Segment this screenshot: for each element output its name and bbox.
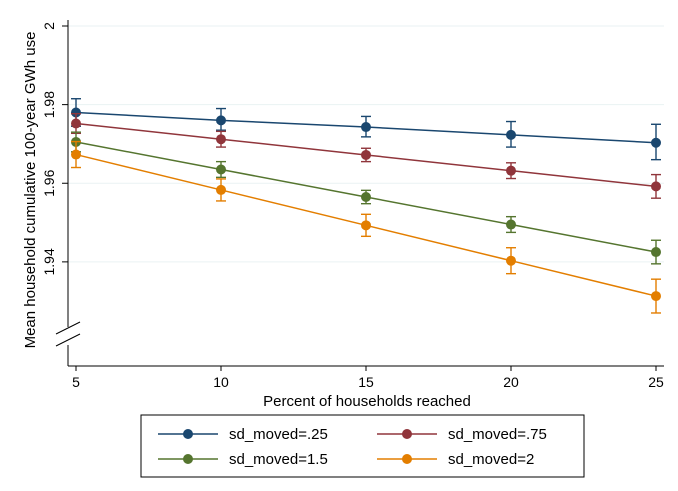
series-3 (71, 131, 661, 265)
data-point (506, 129, 516, 140)
legend-item: sd_moved=1.5 (158, 451, 328, 468)
legend-label: sd_moved=2 (448, 451, 534, 468)
data-point (361, 220, 371, 231)
legend-item: sd_moved=.75 (377, 426, 547, 443)
x-tick-label: 15 (358, 374, 374, 390)
legend-item: sd_moved=2 (377, 451, 534, 468)
legend-label: sd_moved=.25 (229, 426, 328, 443)
legend-item: sd_moved=.25 (158, 426, 328, 443)
legend: sd_moved=.25 sd_moved=.75 sd_moved=1.5 sd_m… (140, 414, 585, 478)
data-point (361, 122, 371, 133)
data-point (71, 118, 81, 129)
data-point (651, 247, 661, 258)
legend-box (140, 414, 585, 478)
data-point (506, 255, 516, 266)
y-tick-label: 1.98 (41, 91, 57, 118)
data-point (361, 192, 371, 203)
legend-marker (402, 429, 412, 439)
x-tick-label: 20 (503, 374, 519, 390)
data-point (216, 164, 226, 175)
data-point (506, 165, 516, 176)
series (71, 98, 661, 314)
data-point (216, 115, 226, 126)
data-point (216, 134, 226, 145)
legend-label: sd_moved=1.5 (229, 451, 328, 468)
data-point (361, 149, 371, 160)
x-axis-title: Percent of households reached (263, 393, 471, 410)
data-point (651, 291, 661, 302)
legend-marker (402, 454, 412, 464)
series-4 (71, 140, 661, 314)
data-point (651, 181, 661, 192)
legend-marker (183, 429, 193, 439)
y-tick-label: 1.96 (41, 169, 57, 196)
y-axis-break (55, 321, 81, 347)
ticks: 2 1.98 1.96 1.94 5 10 15 20 25 (41, 22, 664, 390)
grid-lines (68, 25, 664, 263)
data-point (216, 184, 226, 195)
series-2 (71, 112, 661, 199)
x-tick-label: 5 (72, 374, 80, 390)
y-tick-label: 2 (41, 22, 57, 30)
legend-marker (183, 454, 193, 464)
y-tick-label: 1.94 (41, 248, 57, 275)
data-point (651, 137, 661, 148)
series-1 (71, 98, 661, 161)
data-point (506, 219, 516, 230)
data-point (71, 149, 81, 160)
x-tick-label: 10 (213, 374, 229, 390)
legend-label: sd_moved=.75 (448, 426, 547, 443)
x-tick-label: 25 (648, 374, 664, 390)
y-axis-title: Mean household cumulative 100-year GWh u… (22, 32, 39, 349)
